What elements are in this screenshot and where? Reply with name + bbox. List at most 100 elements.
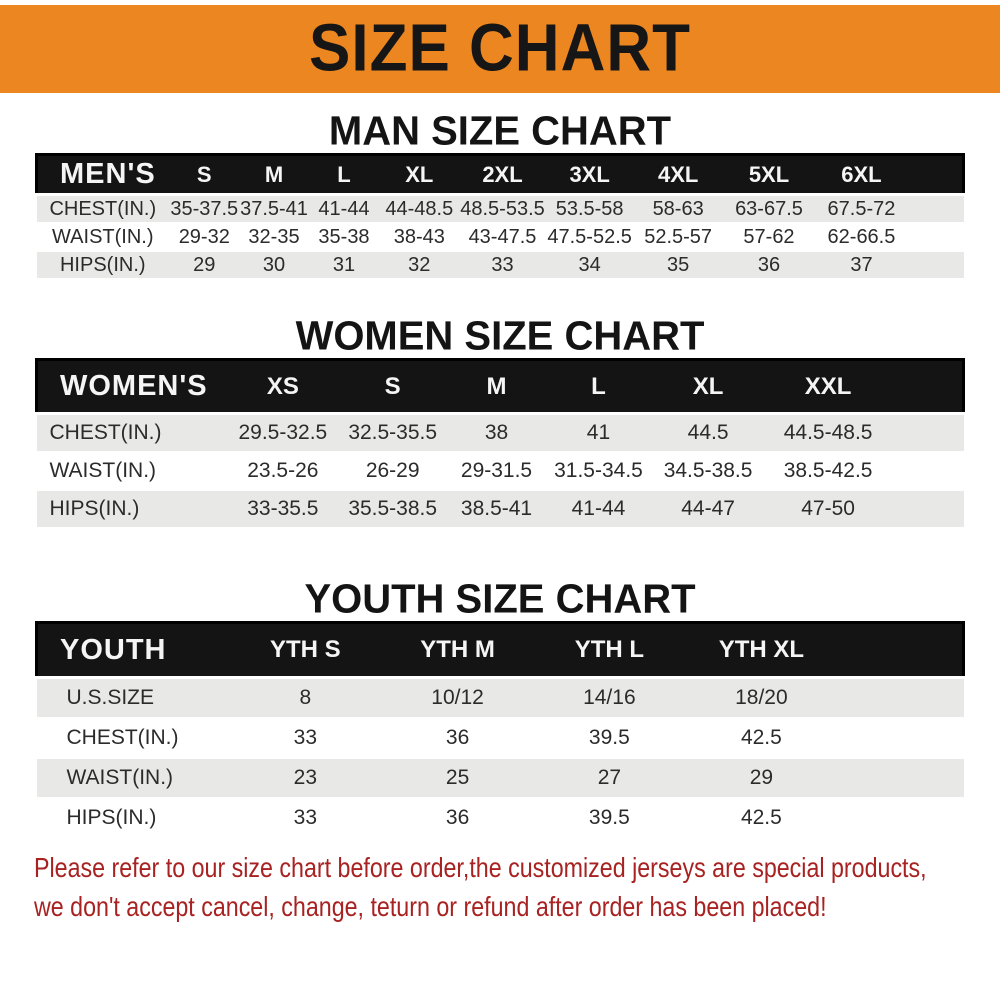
size-column-header: S xyxy=(384,372,401,400)
size-column-header: S xyxy=(196,161,212,187)
measure-label-cell: WAIST(IN.) xyxy=(36,222,170,251)
header-filler-cell xyxy=(890,360,963,414)
size-value-cell: 57-62 xyxy=(722,222,816,251)
measure-row: CHEST(IN.) 33 36 39.5 42.5 xyxy=(36,717,964,758)
size-value-cell: 47-50 xyxy=(766,489,891,527)
size-column-header: L xyxy=(337,161,351,187)
measure-label-cell: U.S.SIZE xyxy=(36,676,229,718)
size-value-cell: 42.5 xyxy=(685,717,838,758)
size-value-cell: 62-66.5 xyxy=(815,222,908,251)
size-column-header: YTH M xyxy=(420,636,495,663)
row-filler-cell xyxy=(890,451,964,490)
women-size-table: WOMEN'S XS S M L XL XXL CHEST(IN.) 29.5-32.5 32.5… xyxy=(35,358,965,527)
men-size-table: MEN'S S M L XL 2XL 3XL 4XL 5XL 6XL CHEST(IN.) 35-37… xyxy=(35,153,965,278)
size-value-cell: 18/20 xyxy=(685,676,838,718)
size-value-cell: 63-67.5 xyxy=(722,193,816,223)
measure-label-cell: HIPS(IN.) xyxy=(36,797,229,837)
size-value-cell: 39.5 xyxy=(533,797,686,837)
size-value-cell: 30 xyxy=(239,250,309,278)
measure-row: U.S.SIZE 8 10/12 14/16 18/20 xyxy=(36,676,964,718)
youth-section-heading: YOUTH SIZE CHART xyxy=(304,576,696,622)
measure-row: WAIST(IN.) 29-32 32-35 35-38 38-43 43-47.5 47.… xyxy=(36,222,964,251)
size-value-cell: 29-31.5 xyxy=(446,451,547,490)
measure-label-cell: HIPS(IN.) xyxy=(36,489,227,527)
size-value-cell: 44-48.5 xyxy=(379,193,460,223)
size-value-cell: 34 xyxy=(545,250,634,278)
size-value-cell: 41-44 xyxy=(546,489,651,527)
size-value-cell: 38.5-41 xyxy=(446,489,547,527)
table-title-cell: WOMEN'S xyxy=(60,370,208,402)
row-filler-cell xyxy=(837,717,964,758)
size-value-cell: 31.5-34.5 xyxy=(546,451,651,490)
size-column-header: 3XL xyxy=(569,161,610,187)
size-value-cell: 38 xyxy=(446,412,547,452)
size-column-header: XL xyxy=(405,161,434,187)
size-value-cell: 23 xyxy=(228,757,382,798)
measure-label-cell: WAIST(IN.) xyxy=(36,757,229,798)
size-value-cell: 42.5 xyxy=(685,797,838,837)
size-value-cell: 29.5-32.5 xyxy=(226,412,340,452)
row-filler-cell xyxy=(907,222,964,251)
size-column-header: XS xyxy=(266,372,299,400)
size-value-cell: 52.5-57 xyxy=(633,222,723,251)
size-value-cell: 29 xyxy=(685,757,838,798)
size-column-header: M xyxy=(264,161,284,187)
size-chart-banner: SIZE CHART xyxy=(0,5,1000,93)
banner-title: SIZE CHART xyxy=(309,11,691,86)
size-column-header: 6XL xyxy=(841,161,882,187)
size-value-cell: 32-35 xyxy=(239,222,309,251)
size-column-header: XXL xyxy=(804,372,852,400)
men-section-heading: MAN SIZE CHART xyxy=(328,108,672,154)
size-value-cell: 36 xyxy=(381,797,534,837)
youth-size-table: YOUTH YTH S YTH M YTH L YTH XL U.S.SIZE 8 10/12… xyxy=(35,621,965,837)
size-value-cell: 44.5-48.5 xyxy=(766,412,891,452)
size-header-row: YOUTH YTH S YTH M YTH L YTH XL xyxy=(36,622,964,678)
header-filler-cell xyxy=(908,155,964,195)
size-column-header: 4XL xyxy=(657,161,699,187)
size-value-cell: 32.5-35.5 xyxy=(339,412,447,452)
size-value-cell: 33 xyxy=(459,250,546,278)
table-title-cell: YOUTH xyxy=(60,633,167,666)
size-value-cell: 38.5-42.5 xyxy=(766,451,891,490)
size-value-cell: 10/12 xyxy=(381,676,534,718)
size-value-cell: 38-43 xyxy=(379,222,460,251)
size-value-cell: 35.5-38.5 xyxy=(339,489,447,527)
size-column-header: YTH L xyxy=(574,636,645,663)
measure-label-cell: WAIST(IN.) xyxy=(36,451,227,490)
row-filler-cell xyxy=(890,489,964,527)
size-column-header: YTH XL xyxy=(718,636,805,663)
row-filler-cell xyxy=(837,676,964,718)
women-section-heading: WOMEN SIZE CHART xyxy=(295,313,705,359)
measure-label-cell: HIPS(IN.) xyxy=(36,250,170,278)
row-filler-cell xyxy=(837,797,964,837)
measure-row: CHEST(IN.) 35-37.5 37.5-41 41-44 44-48.5 48.5… xyxy=(36,193,964,223)
size-column-header: 5XL xyxy=(748,161,790,187)
size-value-cell: 29 xyxy=(169,250,240,278)
size-header-row: WOMEN'S XS S M L XL XXL xyxy=(36,359,964,414)
size-value-cell: 67.5-72 xyxy=(815,193,908,223)
size-value-cell: 36 xyxy=(722,250,816,278)
size-value-cell: 36 xyxy=(381,717,534,758)
size-value-cell: 44-47 xyxy=(650,489,767,527)
size-value-cell: 47.5-52.5 xyxy=(545,222,634,251)
size-value-cell: 41-44 xyxy=(308,193,380,223)
header-filler-cell xyxy=(837,623,963,678)
disclaimer-line-2: we don't accept cancel, change, teturn o… xyxy=(34,891,827,922)
measure-label-cell: CHEST(IN.) xyxy=(36,412,227,452)
size-value-cell: 41 xyxy=(546,412,651,452)
size-column-header: M xyxy=(486,372,507,400)
size-value-cell: 31 xyxy=(308,250,380,278)
size-value-cell: 8 xyxy=(228,676,382,718)
measure-row: HIPS(IN.) 33-35.5 35.5-38.5 38.5-41 41-44 44-… xyxy=(36,489,964,527)
measure-label-cell: CHEST(IN.) xyxy=(36,193,170,223)
measure-row: WAIST(IN.) 23.5-26 26-29 29-31.5 31.5-34.5 34… xyxy=(36,451,964,490)
measure-row: CHEST(IN.) 29.5-32.5 32.5-35.5 38 41 44.5 44.5… xyxy=(36,412,964,452)
size-value-cell: 25 xyxy=(381,757,534,798)
size-value-cell: 48.5-53.5 xyxy=(459,193,546,223)
size-column-header: 2XL xyxy=(482,161,523,187)
size-value-cell: 26-29 xyxy=(339,451,447,490)
measure-row: HIPS(IN.) 29 30 31 32 33 34 35 36 37 xyxy=(36,250,964,278)
size-value-cell: 39.5 xyxy=(533,717,686,758)
size-value-cell: 33-35.5 xyxy=(226,489,340,527)
size-header-row: MEN'S S M L XL 2XL 3XL 4XL 5XL 6XL xyxy=(36,154,964,195)
